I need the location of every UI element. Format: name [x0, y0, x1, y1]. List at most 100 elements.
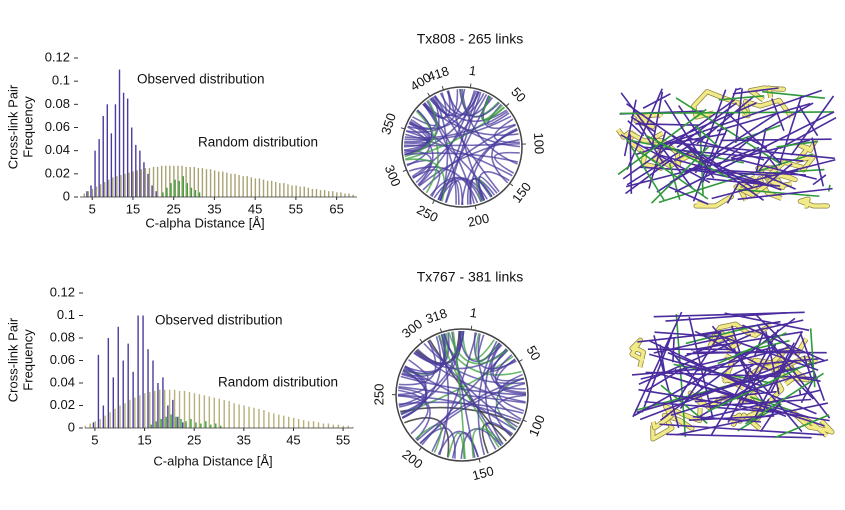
bar	[137, 315, 139, 428]
crosslink	[635, 89, 823, 156]
bar	[340, 192, 342, 197]
bar	[303, 186, 305, 197]
bar	[149, 392, 151, 428]
bar	[119, 405, 121, 428]
bar	[278, 414, 280, 428]
bar	[84, 425, 86, 428]
chord-link	[492, 348, 525, 382]
chord-tick-label: 418	[426, 63, 451, 84]
chord-link	[397, 395, 429, 435]
bar	[268, 412, 270, 428]
bar	[201, 168, 204, 197]
bar	[283, 415, 285, 428]
bar	[154, 390, 156, 428]
bar	[344, 193, 346, 197]
crosslink	[637, 121, 665, 164]
x-axis-label: C-alpha Distance [Å]	[145, 215, 264, 230]
ribbon	[798, 197, 830, 208]
bar	[194, 190, 197, 197]
crosslink	[625, 139, 810, 188]
chord-tick	[419, 338, 423, 343]
crosslink	[653, 335, 680, 429]
bar	[106, 104, 108, 197]
chord-link	[419, 382, 526, 444]
bar	[315, 188, 318, 197]
chord-link	[398, 330, 462, 407]
crosslink	[642, 93, 671, 109]
bar	[135, 144, 137, 197]
bar	[102, 115, 104, 197]
y-axis-label: Cross-link Pair	[5, 317, 20, 402]
chord-link	[421, 349, 509, 446]
bar	[104, 415, 106, 428]
y-tick-label: 0.12	[45, 49, 70, 64]
bar	[173, 165, 175, 197]
bar	[342, 425, 345, 428]
chord-link	[448, 332, 508, 365]
bar	[170, 414, 172, 428]
bar	[108, 179, 110, 197]
bar	[147, 173, 149, 197]
bar	[143, 162, 145, 197]
chord-link	[401, 359, 429, 381]
crosslink	[798, 389, 802, 395]
x-tick-label: 65	[329, 201, 343, 216]
chord-link	[409, 120, 492, 198]
bar	[238, 404, 240, 428]
crosslink	[667, 141, 835, 160]
crosslink	[659, 423, 825, 436]
crosslink	[659, 344, 666, 374]
crosslink	[617, 108, 707, 176]
bar	[295, 185, 297, 197]
chord-link	[469, 178, 493, 205]
y-tick-label: 0.06	[45, 119, 70, 134]
chord-tick	[427, 92, 431, 97]
series-label: Random distribution	[198, 135, 318, 150]
crosslink	[626, 88, 663, 170]
chord-links	[403, 88, 521, 206]
chord-link	[398, 385, 526, 404]
x-tick-label: 5	[89, 201, 96, 216]
bar	[132, 171, 134, 197]
chord-link	[398, 389, 431, 441]
chord-link	[414, 424, 443, 454]
crosslink	[711, 184, 764, 200]
chord-tick-label: 300	[382, 163, 404, 189]
x-tick-label: 35	[237, 432, 251, 447]
chord-link	[434, 95, 508, 123]
chord-tick	[400, 127, 405, 130]
y-tick-label: 0.06	[50, 352, 75, 367]
chord-link	[422, 92, 447, 120]
bar	[117, 326, 119, 428]
bar	[128, 172, 130, 197]
ribbon	[630, 338, 646, 368]
chord-link	[429, 176, 485, 202]
bar	[205, 169, 208, 197]
bar	[233, 403, 235, 428]
chord-link	[437, 90, 479, 201]
crosslink	[732, 87, 779, 95]
bar	[162, 377, 164, 428]
y-axis-label: Cross-link Pair	[5, 84, 20, 169]
crosslink	[670, 370, 814, 416]
chord-link	[422, 103, 457, 205]
crosslink	[762, 90, 825, 99]
bar	[250, 177, 252, 197]
bar	[186, 183, 189, 197]
bar	[160, 419, 162, 428]
crosslink	[620, 134, 711, 184]
bar	[352, 426, 354, 428]
crosslink	[754, 313, 811, 369]
chord-link	[485, 421, 514, 450]
bar	[218, 171, 220, 197]
y-tick-label: 0.12	[50, 284, 75, 299]
bar	[152, 166, 155, 197]
crosslink	[636, 368, 787, 414]
y-tick-label: 0.1	[52, 73, 70, 88]
x-tick-label: 45	[248, 201, 262, 216]
crosslink	[745, 372, 825, 425]
y-tick-label: 0.04	[45, 142, 70, 157]
bar	[91, 188, 94, 197]
chord-link	[405, 106, 505, 160]
bar	[177, 165, 179, 197]
